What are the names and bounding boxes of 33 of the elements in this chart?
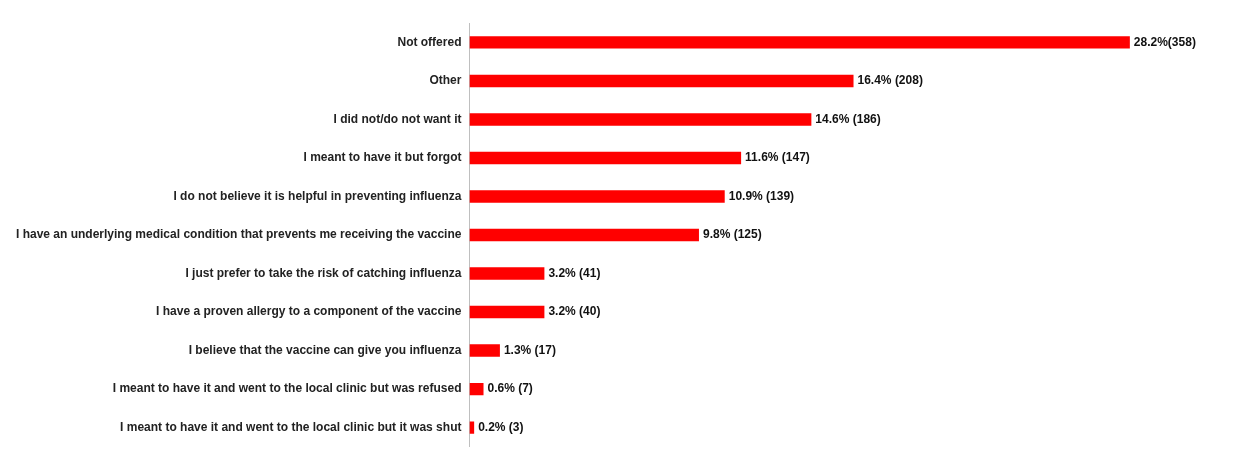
data-label: 9.8% (125) [702, 227, 762, 242]
y-tick-label: I believe that the vaccine can give you influenza [188, 342, 462, 357]
y-tick-label: Other [429, 73, 462, 88]
bar [469, 151, 742, 165]
y-tick-label: I did not/do not want it [333, 111, 462, 126]
bar [469, 382, 484, 396]
y-tick-label: I meant to have it and went to the local clinic but it was shut [120, 419, 462, 434]
bar [469, 190, 725, 203]
data-label: 11.6% (147) [745, 150, 810, 165]
y-tick-label: I do not believe it is helpful in preventing influenza [173, 188, 462, 203]
bar [469, 305, 545, 319]
bar [469, 36, 1130, 49]
data-label: 16.4% (208) [857, 73, 923, 88]
bar [469, 267, 545, 280]
bar [469, 228, 699, 242]
data-label: 3.2% (40) [548, 304, 601, 319]
bar [469, 74, 854, 88]
y-tick-label: I have a proven allergy to a component of the vaccine [156, 304, 462, 319]
y-tick-label: I meant to have it but forgot [303, 150, 462, 165]
data-label: 0.6% (7) [487, 381, 533, 396]
bar [469, 344, 500, 357]
data-label: 28.2%(358) [1133, 34, 1196, 49]
data-label: 1.3% (17) [503, 342, 556, 357]
y-tick-label: I just prefer to take the risk of catching influenza [185, 265, 462, 280]
y-tick-label: I meant to have it and went to the local clinic but was refused [112, 381, 462, 396]
data-label: 10.9% (139) [728, 188, 795, 203]
data-label: 0.2% (3) [478, 419, 524, 434]
bar [469, 421, 475, 434]
data-label: 14.6% (186) [815, 111, 881, 126]
y-tick-label: Not offered [397, 34, 462, 49]
bar [469, 113, 812, 126]
y-tick-label: I have an underlying medical condition that prevents me receiving the vaccine [16, 227, 462, 242]
data-label: 3.2% (41) [548, 265, 601, 280]
